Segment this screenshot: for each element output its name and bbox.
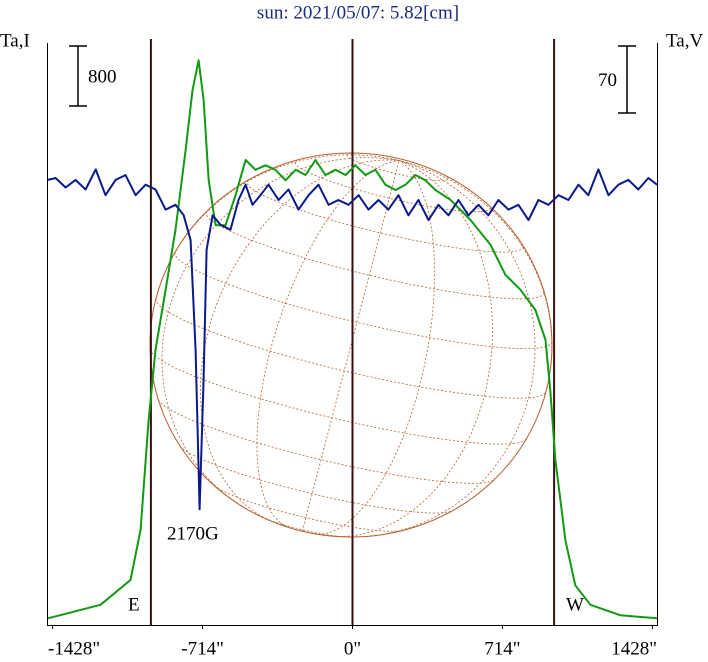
solar-disk [149,152,553,538]
disk-grid [256,160,400,529]
disk-grid [346,152,449,181]
disk-grid [157,399,495,484]
disk-grid [213,485,403,532]
data-line [47,59,658,620]
x-tick-label: 714" [484,638,520,659]
disk-grid [199,159,400,523]
disk-grid [331,160,493,537]
disk-grid [399,160,553,392]
disk-grid [369,160,536,537]
disk-grid [149,349,527,445]
limb-label: W [566,594,584,615]
limb-label: E [128,594,140,615]
data-line [47,168,658,511]
annotation: 2170G [167,523,219,544]
x-tick-label: 1428" [611,638,657,659]
disk-grid [294,159,491,213]
x-tick-label: -714" [181,638,224,659]
scale-bar-label: 70 [598,70,617,91]
x-tick-label: 0" [344,638,361,659]
chart-title: sun: 2021/05/07: 5.82[cm] [257,2,459,23]
disk-grid [205,211,545,300]
disk-grid [155,298,547,399]
x-tick-label: -1428" [48,638,100,659]
y2-axis-label: Ta,V [666,30,703,51]
disk-grid [314,160,435,535]
y-axis-label: Ta,I [0,30,30,51]
disk-grid [179,445,453,514]
disk-grid [302,160,400,532]
scale-bar-label: 800 [88,66,117,87]
disk-grid [174,252,553,349]
